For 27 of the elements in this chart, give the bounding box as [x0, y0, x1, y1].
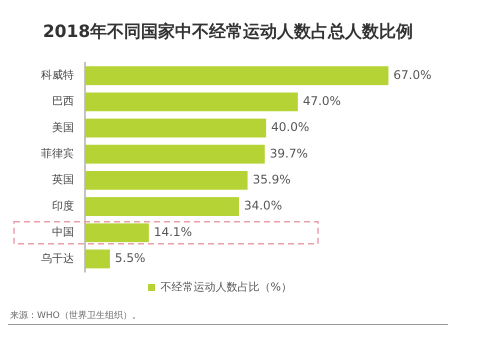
source-note: 来源：WHO（世界卫生组织）。 [10, 311, 141, 321]
y-tick-label: 美国 [52, 120, 74, 134]
data-label: 47.0% [302, 94, 341, 108]
y-tick-label: 巴西 [52, 94, 74, 108]
chart-title: 2018年不同国家中不经常运动人数占总人数比例 [42, 21, 414, 44]
data-label: 39.7% [270, 146, 308, 160]
y-tick-label: 中国 [52, 226, 74, 239]
legend-label: 不经常运动人数占比（%） [160, 280, 292, 294]
bar [85, 66, 388, 86]
data-label: 40.0% [271, 120, 310, 134]
y-tick-label: 菲律宾 [41, 147, 74, 160]
bar [85, 118, 266, 138]
data-label: 34.0% [244, 198, 282, 213]
bar [85, 223, 149, 242]
y-tick-label: 印度 [52, 199, 74, 212]
bar [85, 144, 265, 164]
y-tick-label: 科威特 [41, 68, 74, 82]
data-label: 14.1% [154, 224, 192, 239]
y-tick-label: 乌干达 [41, 252, 74, 265]
bar [85, 92, 298, 112]
bar [85, 170, 248, 190]
data-label: 5.5% [114, 251, 146, 266]
bar [85, 249, 110, 268]
data-label: 67.0% [393, 68, 432, 82]
y-tick-label: 英国 [52, 173, 74, 186]
data-label: 35.9% [252, 172, 291, 187]
bar [85, 197, 239, 216]
